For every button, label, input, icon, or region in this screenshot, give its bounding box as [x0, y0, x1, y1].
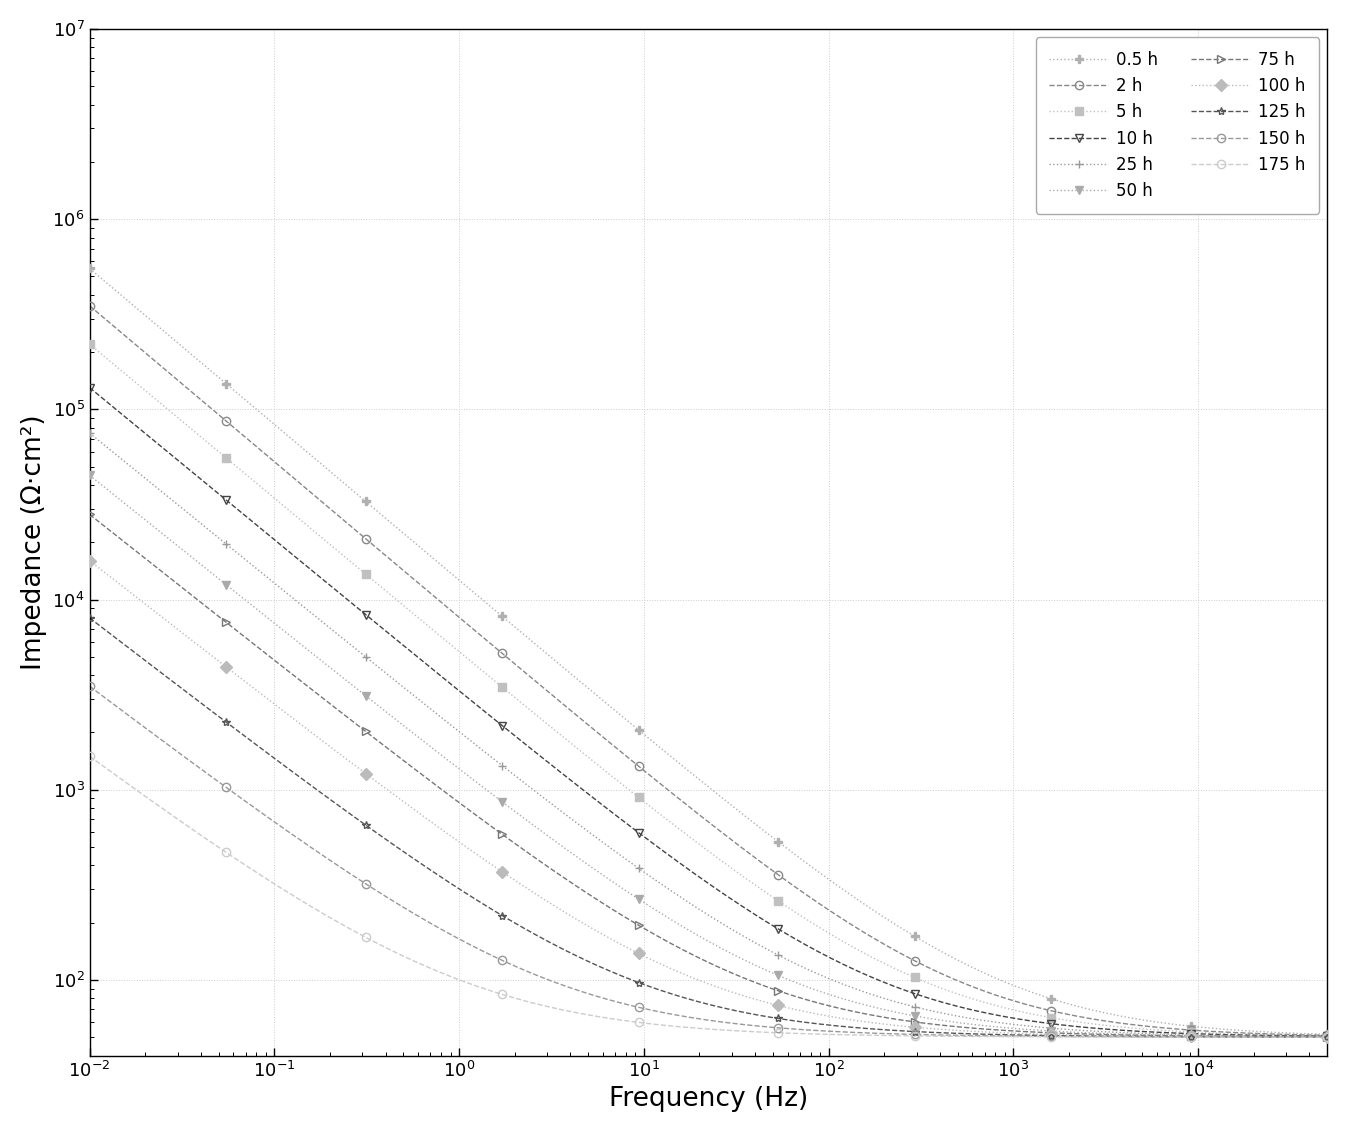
X-axis label: Frequency (Hz): Frequency (Hz): [609, 1087, 807, 1113]
Y-axis label: Impedance (Ω·cm²): Impedance (Ω·cm²): [20, 415, 47, 670]
Legend: 0.5 h, 2 h, 5 h, 10 h, 25 h, 50 h, 75 h, 100 h, 125 h, 150 h, 175 h: 0.5 h, 2 h, 5 h, 10 h, 25 h, 50 h, 75 h,…: [1037, 37, 1318, 213]
